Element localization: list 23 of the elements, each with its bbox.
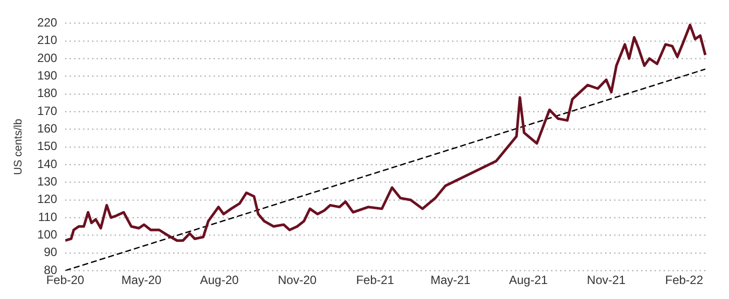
y-tick-label: 130 — [37, 174, 58, 189]
y-tick-label: 220 — [37, 16, 58, 30]
y-tick-label: 140 — [37, 156, 58, 171]
y-tick-label: 170 — [37, 104, 58, 118]
x-tick-label: May-20 — [121, 273, 162, 288]
y-tick-label: 100 — [37, 228, 58, 242]
x-tick-label: Feb-21 — [356, 273, 394, 288]
x-tick-label: Feb-22 — [665, 273, 704, 288]
y-axis-title: US cents/lb — [12, 118, 25, 176]
y-tick-label: 190 — [37, 68, 58, 83]
x-tick-label: Nov-21 — [586, 273, 626, 288]
y-tick-label: 150 — [37, 139, 58, 154]
x-tick-label: Aug-20 — [200, 273, 239, 288]
y-tick-label: 110 — [38, 210, 58, 224]
x-tick-label: Nov-20 — [278, 273, 317, 288]
y-tick-label: 210 — [37, 33, 58, 48]
y-tick-label: 90 — [44, 245, 58, 260]
y-tick-label: 120 — [37, 192, 58, 206]
x-tick-label: Aug-21 — [509, 273, 548, 288]
y-tick-label: 180 — [37, 86, 58, 100]
y-tick-label: 160 — [37, 122, 58, 136]
x-tick-label: May-21 — [430, 273, 471, 288]
y-tick-label: 200 — [37, 50, 58, 65]
